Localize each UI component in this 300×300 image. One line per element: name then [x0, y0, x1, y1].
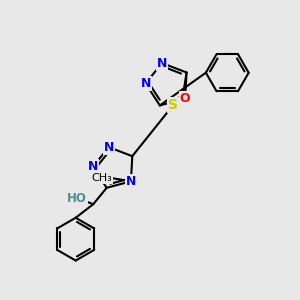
Text: N: N — [88, 160, 98, 173]
Text: N: N — [140, 77, 151, 90]
Text: N: N — [157, 57, 167, 70]
Text: O: O — [180, 92, 190, 105]
Text: HO: HO — [67, 192, 87, 205]
Text: CH₃: CH₃ — [91, 173, 112, 183]
Text: N: N — [126, 175, 136, 188]
Text: S: S — [168, 98, 178, 112]
Text: N: N — [103, 141, 114, 154]
